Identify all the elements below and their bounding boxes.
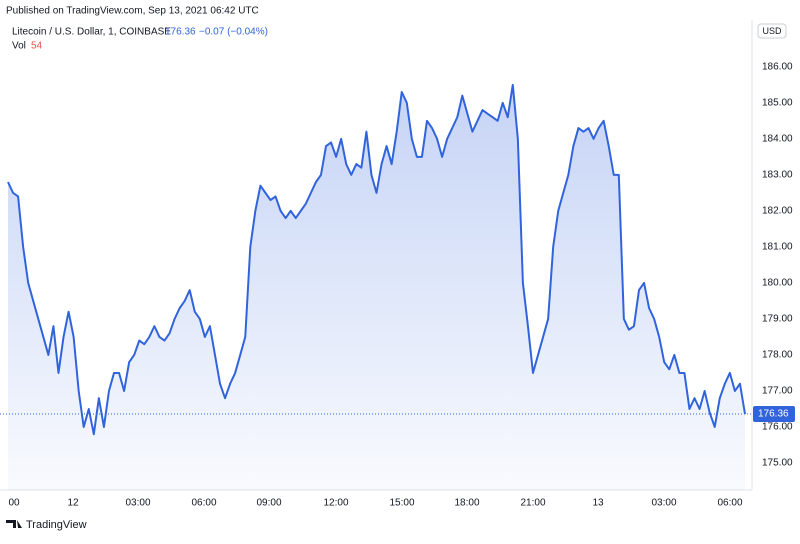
price-line [7, 83, 746, 436]
x-tick-label: 06:00 [717, 498, 742, 509]
x-tick-label: 21:00 [520, 498, 545, 509]
y-tick-label: 176.00 [762, 422, 793, 433]
x-tick-label: 09:00 [256, 498, 281, 509]
y-tick-label: 183.00 [762, 170, 793, 181]
last-price-label: 176.36 [758, 409, 789, 420]
x-tick-label: 00 [8, 498, 20, 509]
y-tick-label: 182.00 [762, 206, 793, 217]
currency-box[interactable] [757, 23, 787, 39]
y-tick-label: 184.00 [762, 133, 793, 144]
x-tick-label: 12 [67, 498, 79, 509]
y-tick-label: 177.00 [762, 386, 793, 397]
x-tick-label: 03:00 [651, 498, 676, 509]
y-tick-label: 181.00 [762, 242, 793, 253]
last-price-tag [753, 406, 795, 423]
x-tick-label: 12:00 [323, 498, 348, 509]
x-tick-label: 18:00 [454, 498, 479, 509]
brand-logo [6, 520, 22, 528]
currency[interactable]: USD [762, 26, 782, 36]
y-tick-label: 186.00 [762, 61, 793, 72]
y-tick-label: 185.00 [762, 97, 793, 108]
last-price-header: 176.36 [165, 27, 196, 38]
published: Published on TradingView.com, Sep 13, 20… [6, 6, 259, 17]
brand: TradingView [26, 519, 87, 531]
x-tick-label: 06:00 [191, 498, 216, 509]
y-tick-label: 178.00 [762, 350, 793, 361]
y-tick-label: 179.00 [762, 314, 793, 325]
change: −0.07 (−0.04%) [199, 27, 268, 38]
symbol: Litecoin / U.S. Dollar, 1, COINBASE [12, 27, 171, 38]
y-tick-label: 180.00 [762, 278, 793, 289]
y-tick-label: 175.00 [762, 458, 793, 469]
x-tick-label: 13 [592, 498, 604, 509]
x-tick-label: 15:00 [389, 498, 414, 509]
volume-label: Vol [12, 41, 26, 52]
volume-value: 54 [31, 41, 43, 52]
area-fill [8, 84, 745, 490]
x-tick-label: 03:00 [125, 498, 150, 509]
